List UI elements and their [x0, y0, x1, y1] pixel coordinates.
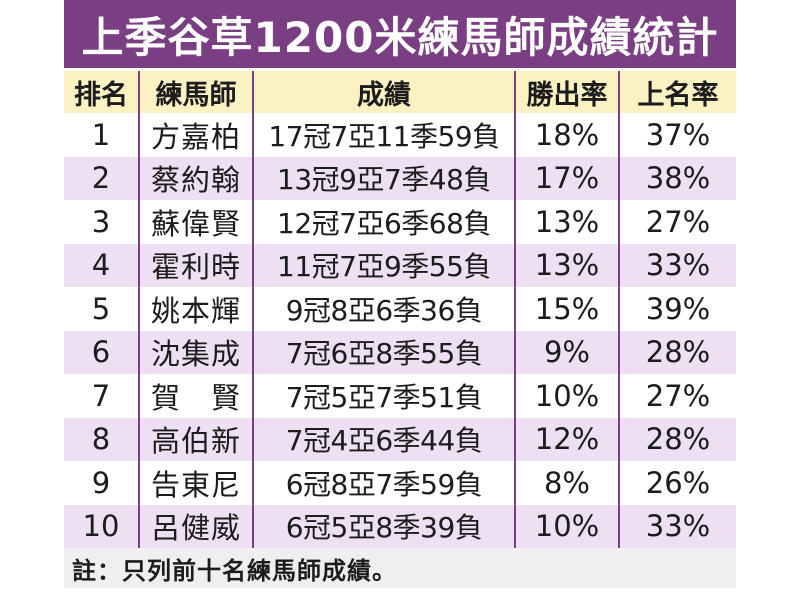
cell-trainer: 蔡約翰: [140, 156, 254, 200]
cell-win-rate: 10%: [516, 374, 620, 418]
cell-record: 7冠6亞8季55負: [254, 330, 516, 374]
table-row: 9 告東尼 6冠8亞7季59負 8% 26%: [64, 461, 736, 505]
table-row: 6 沈集成 7冠6亞8季55負 9% 28%: [64, 330, 736, 374]
cell-trainer: 高伯新: [140, 417, 254, 461]
cell-place-rate: 27%: [645, 378, 711, 413]
cell-win-rate: 10%: [516, 504, 620, 548]
cell-trainer: 方嘉柏: [140, 113, 254, 157]
table-body: 1 方嘉柏 17冠7亞11季59負 18% 37% 2 蔡約翰 13冠9亞7季48負 17% 38…: [64, 113, 736, 548]
header-trainer: 練馬師: [140, 71, 254, 113]
table-row: 2 蔡約翰 13冠9亞7季48負 17% 38%: [64, 156, 736, 200]
table-row: 5 姚本輝 9冠8亞6季36負 15% 39%: [64, 287, 736, 331]
cell-place-rate: 33%: [645, 248, 711, 283]
cell-rank: 5: [64, 287, 140, 331]
cell-win-rate: 8%: [516, 461, 620, 505]
cell-trainer: 霍利時: [140, 243, 254, 287]
cell-trainer: 沈集成: [140, 330, 254, 374]
cell-record: 13冠9亞7季48負: [254, 156, 516, 200]
cell-rank: 7: [64, 374, 140, 418]
cell-trainer: 呂健威: [140, 504, 254, 548]
cell-record: 17冠7亞11季59負: [254, 113, 516, 157]
cell-record: 7冠5亞7季51負: [254, 374, 516, 418]
cell-win-rate: 13%: [516, 243, 620, 287]
cell-record: 11冠7亞9季55負: [254, 243, 516, 287]
table-header-row: 排名 練馬師 成績 勝出率 上名率: [64, 71, 736, 113]
cell-place-rate: 26%: [645, 465, 711, 500]
cell-place-rate: 28%: [645, 335, 711, 370]
cell-place-rate: 38%: [645, 161, 711, 196]
cell-rank: 4: [64, 243, 140, 287]
cell-rank: 2: [64, 156, 140, 200]
cell-win-rate: 13%: [516, 200, 620, 244]
cell-trainer: 蘇偉賢: [140, 200, 254, 244]
table-row: 10 呂健威 6冠5亞8季39負 10% 33%: [64, 504, 736, 548]
cell-win-rate: 9%: [516, 330, 620, 374]
cell-place-rate: 33%: [645, 509, 711, 544]
trainer-stats-card: 上季谷草1200米練馬師成績統計 排名 練馬師 成績 勝出率 上名率 1 方嘉柏 1…: [64, 0, 736, 590]
cell-record: 9冠8亞6季36負: [254, 287, 516, 331]
cell-win-rate: 15%: [516, 287, 620, 331]
header-win-rate: 勝出率: [516, 71, 620, 113]
cell-trainer: 姚本輝: [140, 287, 254, 331]
cell-win-rate: 18%: [516, 113, 620, 157]
table-row: 1 方嘉柏 17冠7亞11季59負 18% 37%: [64, 113, 736, 157]
cell-place-rate: 28%: [645, 422, 711, 457]
cell-place-rate: 39%: [645, 291, 711, 326]
table-title: 上季谷草1200米練馬師成績統計: [64, 0, 736, 68]
table-row: 3 蘇偉賢 12冠7亞6季68負 13% 27%: [64, 200, 736, 244]
cell-rank: 1: [64, 113, 140, 157]
cell-rank: 9: [64, 461, 140, 505]
cell-win-rate: 17%: [516, 156, 620, 200]
cell-record: 12冠7亞6季68負: [254, 200, 516, 244]
cell-record: 6冠8亞7季59負: [254, 461, 516, 505]
cell-rank: 6: [64, 330, 140, 374]
cell-trainer: 賀 賢: [140, 374, 254, 418]
cell-rank: 8: [64, 417, 140, 461]
cell-trainer: 告東尼: [140, 461, 254, 505]
table-footnote: 註：只列前十名練馬師成績。: [64, 548, 736, 588]
table-row: 4 霍利時 11冠7亞9季55負 13% 33%: [64, 243, 736, 287]
header-rank: 排名: [64, 71, 140, 113]
header-record: 成績: [254, 71, 516, 113]
cell-place-rate: 27%: [645, 204, 711, 239]
cell-record: 6冠5亞8季39負: [254, 504, 516, 548]
table-row: 8 高伯新 7冠4亞6季44負 12% 28%: [64, 417, 736, 461]
cell-win-rate: 12%: [516, 417, 620, 461]
cell-place-rate: 37%: [645, 117, 711, 152]
cell-rank: 3: [64, 200, 140, 244]
header-place-rate: 上名率: [637, 79, 719, 111]
cell-record: 7冠4亞6季44負: [254, 417, 516, 461]
cell-rank: 10: [64, 504, 140, 548]
